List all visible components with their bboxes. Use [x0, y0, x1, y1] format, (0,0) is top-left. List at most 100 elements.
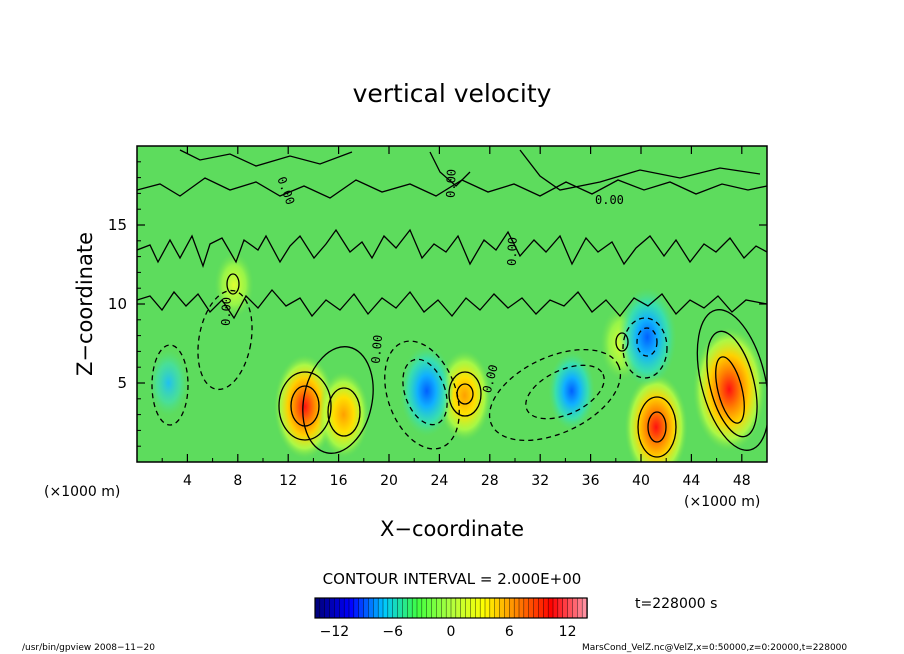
time-label: t=228000 s: [635, 596, 717, 612]
zero-contour-upper: [137, 228, 767, 269]
colorbar-cell: [416, 597, 423, 619]
contour-updraft-16: [327, 387, 361, 437]
contour-label: 0.00: [219, 297, 234, 326]
colorbar-cell: [523, 597, 530, 619]
updraft-region: [318, 371, 370, 458]
y-axis-label: Z−coordinate: [73, 232, 97, 376]
contour-downdraft-23-outer: [384, 340, 460, 450]
colorbar-cell: [489, 597, 496, 619]
plot-area: 0.00 0.00 0.00 0.00 0.00 0.00 0.00: [137, 146, 767, 462]
contour-updraft-41-outer: [637, 396, 677, 458]
contour-updraft-47: [715, 356, 745, 424]
colorbar-cell: [528, 597, 535, 619]
colorbar-cell: [504, 597, 510, 619]
colorbar-cell: [445, 597, 452, 619]
colorbar-cell: [562, 597, 569, 619]
contour-updraft-41: [647, 411, 667, 443]
colorbar-cell: [484, 597, 491, 619]
colorbar-cell: [329, 597, 336, 619]
colorbar-cell: [547, 597, 554, 619]
contour-updraft-47-outer: [696, 309, 767, 451]
colorbar-cell: [348, 597, 355, 619]
colorbar-cell: [436, 597, 442, 619]
zero-contour-mid: [137, 288, 767, 320]
y-tick-label: 10: [108, 295, 127, 313]
x-axis-label: X−coordinate: [380, 517, 524, 541]
colorbar-tick-label: 12: [559, 624, 577, 640]
x-axis: 4 8 12 16 20 24 28 32 36 40 44 48: [161, 146, 751, 489]
colorbar-cell: [465, 597, 472, 619]
contour-downdraft-7: [197, 289, 253, 391]
x-tick-label: 32: [531, 473, 549, 489]
zero-contour-top: [137, 177, 767, 199]
x-tick-label: 36: [582, 473, 600, 489]
colorbar-cell: [339, 597, 345, 619]
contour-downdraft-23: [402, 358, 448, 426]
x-tick-label: 28: [481, 473, 499, 489]
updraft-region: [692, 327, 766, 452]
colorbar-cell: [441, 597, 447, 619]
colorbar-cell: [455, 597, 462, 619]
colorbar-cell: [421, 597, 428, 619]
colorbar-cell: [407, 597, 413, 619]
colorbar-frame: [314, 597, 588, 619]
colorbar-tick-label: 0: [447, 624, 456, 640]
y-tick-label: 15: [108, 216, 127, 234]
x-tick-label: 44: [682, 473, 700, 489]
colorbar-tick-label: −6: [382, 624, 403, 640]
contour-label: 0.00: [595, 193, 624, 207]
updraft-region: [214, 252, 254, 318]
colorbar-cell: [397, 597, 404, 619]
updraft-region: [624, 373, 688, 462]
colorbar-cell: [518, 597, 525, 619]
negative-contour-lines: [151, 289, 668, 450]
contour-upper-region: [179, 149, 761, 191]
contour-updraft-8: [226, 273, 240, 295]
colorbar-cell: [460, 597, 467, 619]
colorbar-cell: [392, 597, 399, 619]
contour-label: 0.00: [369, 334, 385, 364]
downdraft-region: [618, 287, 677, 387]
x-unit-left: (×1000 m): [44, 484, 120, 500]
colorbar-cell: [572, 597, 578, 619]
contour-downdraft-40-outer: [622, 317, 668, 379]
x-tick-label: 20: [380, 473, 398, 489]
colorbar-cell: [373, 597, 379, 619]
colorbar-cell: [334, 597, 340, 619]
colorbar-cell: [358, 597, 365, 619]
contour-downdraft-40: [636, 327, 658, 357]
colorbar-tick-label: −12: [320, 624, 350, 640]
contour-label: 0.00: [505, 237, 520, 266]
colorbar-cell: [450, 597, 457, 619]
colorbar-cell: [426, 597, 433, 619]
x-tick-label: 8: [233, 473, 242, 489]
x-tick-label: 16: [330, 473, 348, 489]
colorbar-cell: [499, 597, 506, 619]
contour-updraft-26-outer: [448, 371, 482, 417]
colorbar-cell: [411, 597, 418, 619]
colorbar-cell: [470, 597, 476, 619]
colorbar-cell: [557, 597, 564, 619]
chart-title: vertical velocity: [353, 79, 552, 108]
contour-downdraft-34: [525, 364, 605, 420]
colorbar-cell: [538, 597, 544, 619]
contour-downdraft-34-outer: [488, 348, 622, 442]
contour-updraft-47-mid: [706, 330, 758, 438]
colorbar-cell: [513, 597, 520, 619]
colorbar-cell: [377, 597, 384, 619]
contour-updraft-16-outer: [302, 346, 374, 454]
y-axis: 5 10 15: [108, 161, 767, 447]
colorbar-cell: [368, 597, 374, 619]
colorbar-cell: [475, 597, 481, 619]
contour-downdraft-2: [151, 344, 189, 426]
colorbar-cell: [494, 597, 501, 619]
colorbar-cell: [577, 597, 583, 619]
footer-left: /usr/bin/gpview 2008−11−20: [22, 643, 155, 653]
colorbar-cell: [431, 597, 438, 619]
contour-updraft-38: [615, 332, 629, 352]
x-tick-label: 48: [733, 473, 751, 489]
colorbar-cell: [552, 597, 559, 619]
colorbar-cell: [387, 597, 394, 619]
downdraft-region: [148, 350, 189, 416]
